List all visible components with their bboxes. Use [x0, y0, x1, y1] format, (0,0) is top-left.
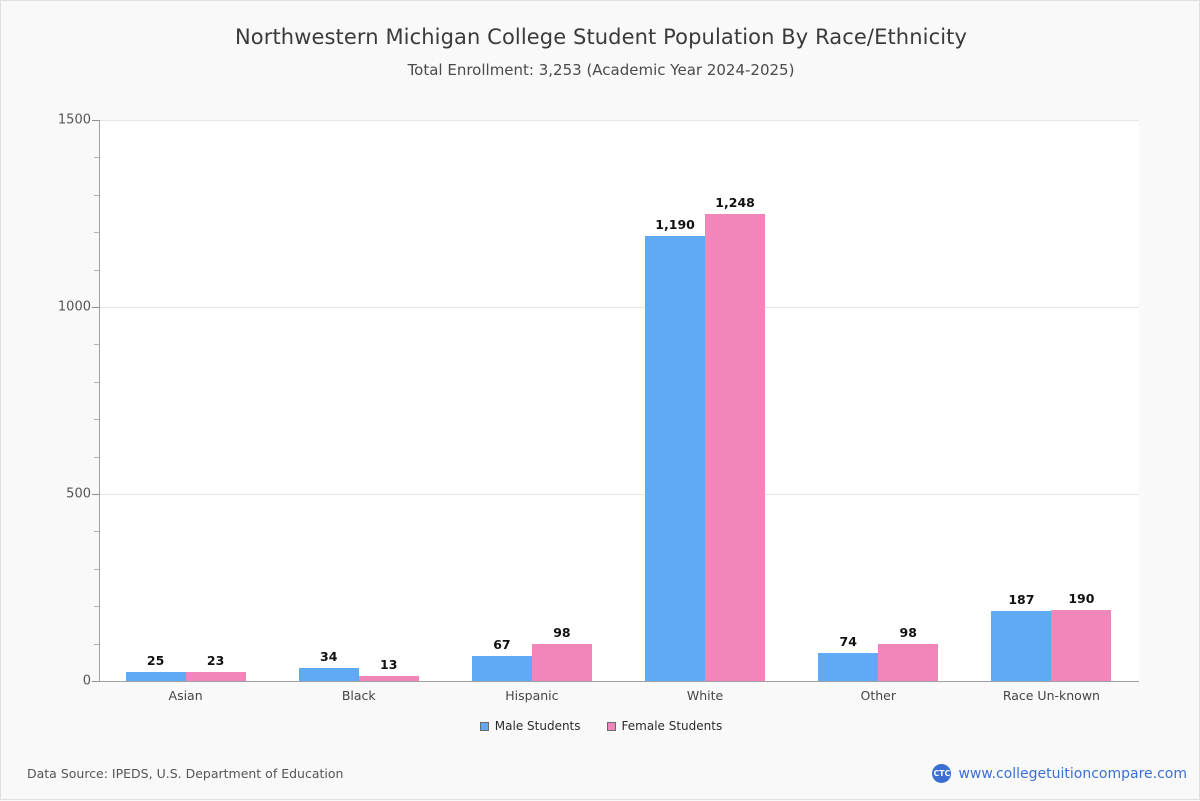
bar-male[interactable]: [645, 235, 706, 681]
ctc-logo-icon: CTC: [932, 764, 952, 783]
y-minor-tick-mark: [94, 456, 99, 458]
brand-watermark[interactable]: CTC www.collegetuitioncompare.com: [932, 764, 1187, 783]
y-minor-tick-mark: [94, 194, 99, 196]
bar-value-label: 74: [839, 634, 857, 650]
bar-male[interactable]: [471, 655, 532, 681]
legend-swatch-icon: [479, 721, 489, 731]
bar-male[interactable]: [991, 611, 1052, 681]
legend-label: Male Students: [494, 719, 581, 733]
bar-value-label: 67: [493, 636, 511, 652]
bar-value-label: 98: [553, 625, 571, 641]
y-minor-tick-mark: [94, 269, 99, 271]
y-minor-tick-mark: [94, 157, 99, 159]
y-minor-tick-mark: [94, 606, 99, 608]
y-minor-tick-mark: [94, 568, 99, 570]
bar-female[interactable]: [705, 214, 766, 681]
y-tick-label: 1000: [57, 299, 91, 315]
gridline: [100, 307, 1139, 308]
bar-value-label: 1,248: [715, 195, 755, 211]
chart-subtitle: Total Enrollment: 3,253 (Academic Year 2…: [407, 61, 795, 79]
bar-value-label: 25: [146, 652, 165, 668]
bar-female[interactable]: [531, 644, 592, 681]
plot-area: [99, 120, 1139, 682]
data-source-note: Data Source: IPEDS, U.S. Department of E…: [27, 766, 344, 781]
y-minor-tick-mark: [94, 531, 99, 533]
bar-male[interactable]: [298, 668, 359, 681]
y-tick-label: 500: [66, 486, 91, 502]
bar-male[interactable]: [818, 653, 879, 681]
bar-male[interactable]: [125, 671, 186, 681]
legend-item[interactable]: Male Students: [479, 719, 581, 733]
bar-value-label: 98: [899, 625, 917, 641]
bar-female[interactable]: [1051, 609, 1112, 681]
x-category-label: Asian: [168, 688, 203, 703]
x-category-label: White: [686, 688, 724, 703]
bar-value-label: 187: [1008, 592, 1035, 608]
brand-url-link[interactable]: www.collegetuitioncompare.com: [958, 765, 1187, 782]
chart-legend: Male Students Female Students: [1, 719, 1200, 733]
x-category-label: Hispanic: [505, 688, 559, 703]
y-minor-tick-mark: [94, 232, 99, 234]
legend-item[interactable]: Female Students: [606, 719, 723, 733]
y-minor-tick-mark: [94, 381, 99, 383]
bar-female[interactable]: [185, 672, 246, 681]
gridline: [100, 120, 1139, 121]
chart-title: Northwestern Michigan College Student Po…: [234, 25, 968, 49]
y-tick-label: 1500: [57, 112, 91, 128]
x-category-label: Race Un-known: [1002, 688, 1100, 703]
bar-female[interactable]: [878, 644, 939, 681]
y-minor-tick-mark: [94, 643, 99, 645]
bar-value-label: 190: [1068, 590, 1095, 606]
y-tick-mark: [92, 307, 99, 308]
gridline: [100, 494, 1139, 495]
y-minor-tick-mark: [94, 344, 99, 346]
x-category-label: Black: [341, 688, 376, 703]
y-tick-mark: [92, 120, 99, 121]
y-minor-tick-mark: [94, 419, 99, 421]
bar-value-label: 23: [206, 653, 225, 669]
y-tick-mark: [92, 494, 99, 495]
bar-value-label: 1,190: [655, 216, 695, 232]
bar-value-label: 13: [380, 657, 398, 673]
bar-female[interactable]: [358, 676, 419, 681]
legend-swatch-icon: [606, 721, 616, 731]
bar-value-label: 34: [320, 649, 338, 665]
legend-label: Female Students: [621, 719, 723, 733]
y-tick-label: 0: [82, 673, 91, 689]
x-category-label: Other: [860, 688, 896, 703]
y-tick-mark: [92, 681, 99, 682]
